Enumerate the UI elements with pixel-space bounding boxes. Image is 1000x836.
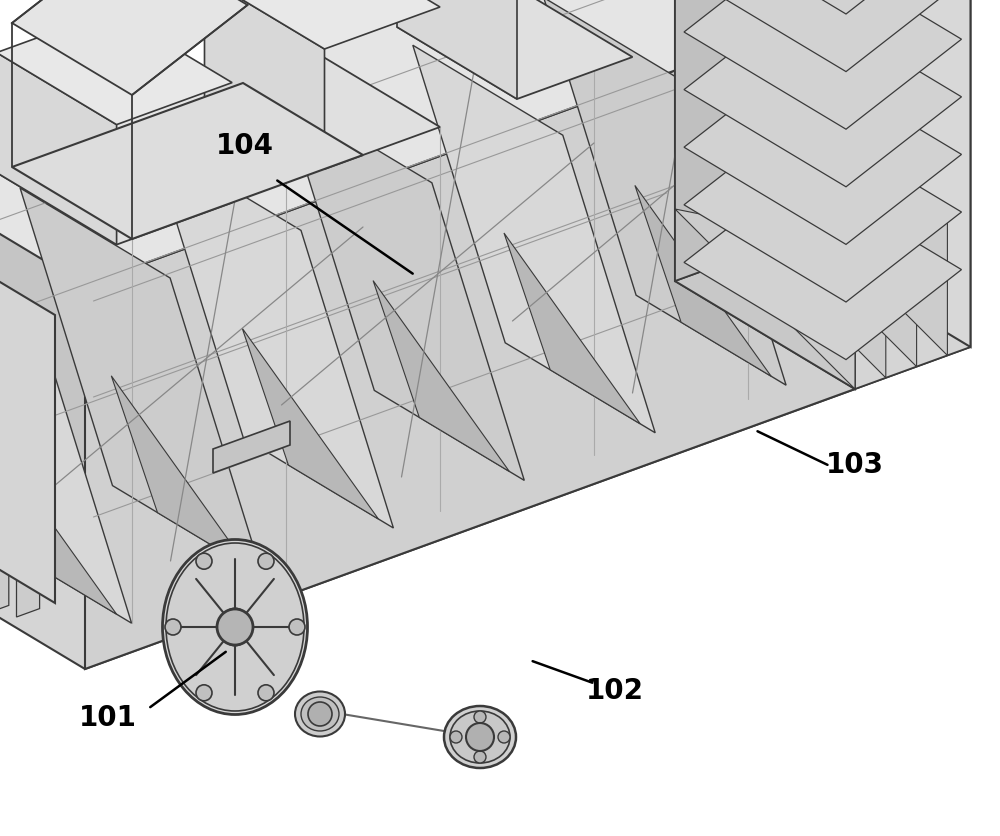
Polygon shape bbox=[111, 376, 248, 567]
Circle shape bbox=[466, 723, 494, 751]
Polygon shape bbox=[675, 0, 790, 282]
Polygon shape bbox=[242, 329, 378, 519]
Ellipse shape bbox=[450, 711, 510, 763]
Circle shape bbox=[196, 685, 212, 701]
Polygon shape bbox=[544, 0, 786, 385]
Polygon shape bbox=[675, 210, 855, 390]
Ellipse shape bbox=[444, 706, 516, 768]
Polygon shape bbox=[20, 189, 263, 576]
Text: 101: 101 bbox=[79, 703, 137, 732]
Polygon shape bbox=[0, 244, 55, 604]
Circle shape bbox=[258, 685, 274, 701]
Polygon shape bbox=[12, 84, 363, 240]
Polygon shape bbox=[675, 0, 970, 6]
Polygon shape bbox=[205, 0, 440, 50]
Circle shape bbox=[165, 619, 181, 635]
Polygon shape bbox=[205, 56, 440, 170]
Polygon shape bbox=[675, 0, 855, 390]
Circle shape bbox=[474, 751, 486, 763]
Polygon shape bbox=[282, 94, 524, 481]
Polygon shape bbox=[85, 6, 855, 669]
Ellipse shape bbox=[220, 609, 250, 645]
Circle shape bbox=[450, 732, 462, 743]
Polygon shape bbox=[684, 0, 962, 15]
Circle shape bbox=[498, 732, 510, 743]
Circle shape bbox=[474, 711, 486, 723]
Text: 103: 103 bbox=[826, 450, 884, 478]
Polygon shape bbox=[684, 0, 962, 130]
Polygon shape bbox=[737, 187, 917, 367]
Polygon shape bbox=[684, 173, 962, 360]
Polygon shape bbox=[0, 424, 117, 614]
Polygon shape bbox=[675, 240, 970, 390]
Polygon shape bbox=[855, 0, 970, 390]
Polygon shape bbox=[17, 370, 40, 617]
Polygon shape bbox=[706, 199, 886, 379]
Circle shape bbox=[308, 702, 332, 726]
Polygon shape bbox=[767, 176, 947, 356]
Polygon shape bbox=[0, 54, 117, 245]
Polygon shape bbox=[397, 0, 517, 99]
Polygon shape bbox=[0, 237, 132, 624]
Circle shape bbox=[196, 553, 212, 569]
Polygon shape bbox=[0, 131, 232, 245]
Polygon shape bbox=[790, 0, 970, 348]
Circle shape bbox=[217, 609, 253, 645]
Polygon shape bbox=[0, 395, 9, 614]
Polygon shape bbox=[205, 0, 325, 170]
Polygon shape bbox=[0, 12, 232, 125]
Text: 102: 102 bbox=[586, 675, 644, 704]
Circle shape bbox=[258, 553, 274, 569]
Ellipse shape bbox=[166, 543, 304, 711]
Polygon shape bbox=[373, 281, 509, 472]
Polygon shape bbox=[413, 46, 655, 433]
Ellipse shape bbox=[163, 540, 308, 715]
Polygon shape bbox=[504, 234, 640, 425]
Ellipse shape bbox=[301, 697, 339, 732]
Polygon shape bbox=[0, 282, 855, 669]
Polygon shape bbox=[151, 141, 393, 528]
Polygon shape bbox=[635, 186, 771, 377]
Text: 104: 104 bbox=[216, 132, 274, 161]
Polygon shape bbox=[684, 115, 962, 303]
Circle shape bbox=[289, 619, 305, 635]
Polygon shape bbox=[684, 0, 962, 73]
Polygon shape bbox=[684, 59, 962, 245]
Polygon shape bbox=[12, 0, 248, 96]
Polygon shape bbox=[397, 0, 633, 99]
Polygon shape bbox=[0, 0, 675, 561]
Polygon shape bbox=[684, 1, 962, 187]
Polygon shape bbox=[213, 421, 290, 473]
Polygon shape bbox=[0, 0, 855, 286]
Ellipse shape bbox=[295, 691, 345, 737]
